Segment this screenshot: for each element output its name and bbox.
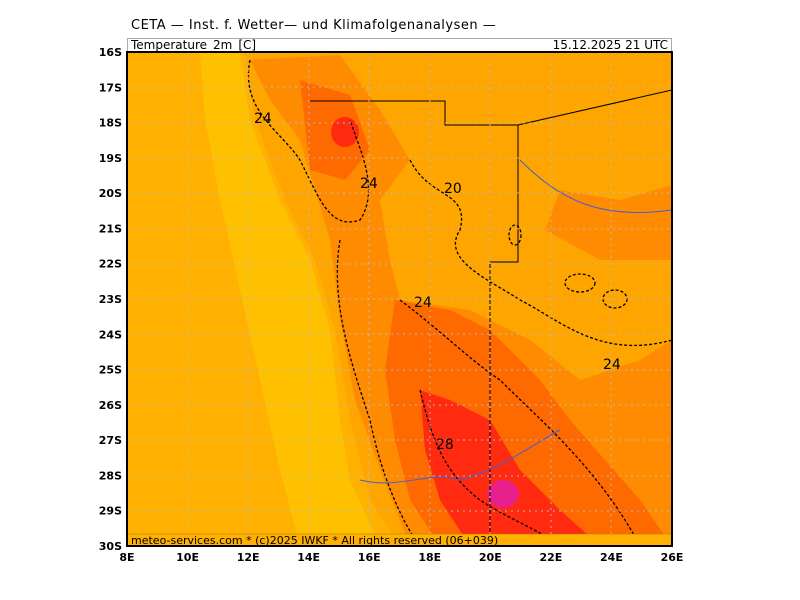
lat-tick-label: 21S bbox=[99, 222, 122, 235]
contour-label: 24 bbox=[360, 176, 378, 192]
lon-tick-label: 20E bbox=[479, 551, 502, 564]
variable-label: Temperature_2m_[C] bbox=[131, 38, 257, 52]
lon-tick-label: 14E bbox=[297, 551, 320, 564]
lon-tick-label: 24E bbox=[600, 551, 623, 564]
lat-tick-label: 29S bbox=[99, 505, 122, 518]
lat-tick-label: 26S bbox=[99, 399, 122, 412]
footer-bar bbox=[127, 533, 672, 546]
contour-label: 24 bbox=[414, 295, 432, 311]
lon-tick-label: 12E bbox=[237, 551, 260, 564]
lat-tick-label: 24S bbox=[99, 328, 122, 341]
map-title: CETA — Inst. f. Wetter— und Klimafolgena… bbox=[131, 18, 497, 33]
lon-gridlines bbox=[187, 52, 612, 546]
lat-tick-label: 28S bbox=[99, 469, 122, 482]
lat-tick-label: 19S bbox=[99, 152, 122, 165]
lat-tick-label: 16S bbox=[99, 46, 122, 59]
lon-tick-label: 18E bbox=[418, 551, 441, 564]
lat-tick-label: 27S bbox=[99, 434, 122, 447]
lat-tick-label: 25S bbox=[99, 364, 122, 377]
lat-tick-label: 18S bbox=[99, 117, 122, 130]
lat-tick-label: 30S bbox=[99, 540, 122, 553]
lat-gridlines bbox=[127, 86, 672, 512]
warm-zone-east bbox=[545, 185, 672, 260]
lat-tick-label: 22S bbox=[99, 258, 122, 271]
lat-tick-label: 17S bbox=[99, 81, 122, 94]
lat-tick-label: 20S bbox=[99, 187, 122, 200]
lon-tick-label: 16E bbox=[358, 551, 381, 564]
copyright-footer: meteo-services.com * (c)2025 IWKF * All … bbox=[131, 534, 498, 547]
lon-tick-label: 26E bbox=[661, 551, 684, 564]
longitude-axis: 8E 10E 12E 14E 16E 18E 20E 22E 24E 26E bbox=[119, 551, 683, 564]
very-hot-zone bbox=[420, 390, 600, 546]
lon-tick-label: 10E bbox=[176, 551, 199, 564]
map-frame bbox=[126, 51, 673, 547]
valid-time: 15.12.2025 21 UTC bbox=[552, 38, 668, 52]
extreme-hot-spot bbox=[487, 480, 519, 508]
latitude-axis: 16S 17S 18S 19S 20S 21S 22S 23S 24S 25S 26S 27S 28S 2… bbox=[99, 46, 122, 553]
contour-label: 24 bbox=[254, 111, 272, 127]
contour-label: 24 bbox=[603, 357, 621, 373]
lat-tick-label: 23S bbox=[99, 293, 122, 306]
rivers bbox=[359, 159, 672, 484]
contour-label: 28 bbox=[436, 437, 454, 453]
lon-tick-label: 22E bbox=[539, 551, 562, 564]
contour-label: 20 bbox=[444, 181, 462, 197]
lon-tick-label: 8E bbox=[119, 551, 134, 564]
